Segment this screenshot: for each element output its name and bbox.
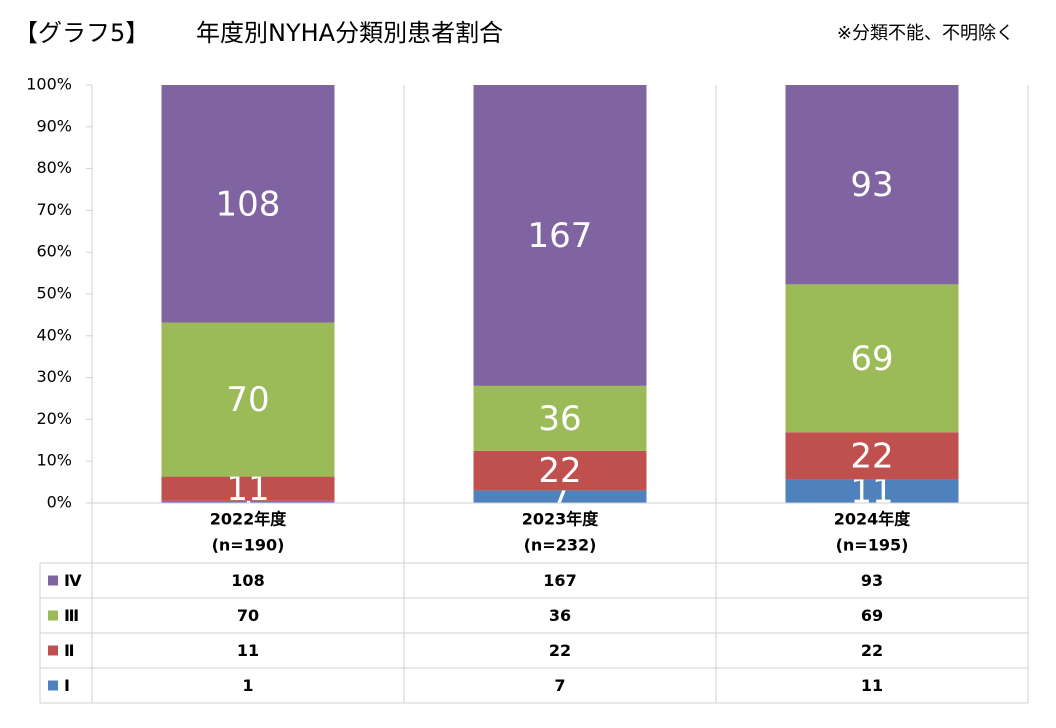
- legend-swatch: [48, 610, 58, 621]
- table-cell: 93: [861, 571, 883, 590]
- data-label: 108: [216, 184, 281, 224]
- legend-label: Ⅱ: [64, 641, 75, 660]
- bar-segment: [785, 432, 959, 480]
- table-cell: 108: [231, 571, 264, 590]
- bar-segment: [473, 450, 647, 491]
- table-cell: 22: [549, 641, 571, 660]
- bar-segment: [473, 490, 647, 503]
- bar-segment: [161, 322, 335, 477]
- y-tick-label: 100%: [26, 75, 72, 94]
- x-tick-label: 2022年度: [210, 510, 288, 529]
- bar-segment: [161, 476, 335, 501]
- bar-segment: [785, 479, 959, 503]
- y-tick-label: 0%: [47, 493, 72, 512]
- data-label: 167: [528, 216, 593, 256]
- bar-segment: [473, 85, 647, 386]
- bar-segment: [785, 85, 959, 285]
- legend-label: Ⅳ: [64, 571, 82, 590]
- table-cell: 22: [861, 641, 883, 660]
- data-label: 70: [226, 380, 269, 420]
- legend-swatch: [48, 575, 58, 586]
- legend-swatch: [48, 645, 58, 656]
- x-tick-label: 2023年度: [522, 510, 600, 529]
- chart-note: ※分類不能、不明除く: [837, 23, 1014, 44]
- y-tick-label: 40%: [36, 325, 72, 344]
- x-tick-sublabel: (n=190): [212, 536, 285, 555]
- bar-segment: [473, 385, 647, 451]
- table-cell: 11: [861, 676, 883, 695]
- table-cell: 167: [543, 571, 576, 590]
- data-label: 93: [850, 165, 893, 205]
- y-tick-label: 70%: [36, 200, 72, 219]
- table-cell: 11: [237, 641, 259, 660]
- chart-label: 【グラフ5】: [14, 19, 149, 47]
- table-cell: 1: [242, 676, 253, 695]
- table-cell: 36: [549, 606, 571, 625]
- bar-segment: [161, 500, 335, 503]
- bar-segment: [161, 85, 335, 323]
- data-label: 22: [850, 436, 893, 476]
- x-tick-sublabel: (n=195): [836, 536, 909, 555]
- y-tick-label: 60%: [36, 242, 72, 261]
- y-tick-label: 20%: [36, 409, 72, 428]
- y-tick-label: 30%: [36, 367, 72, 386]
- y-tick-label: 90%: [36, 116, 72, 135]
- legend-label: Ⅰ: [64, 676, 70, 695]
- bar-segment: [785, 284, 959, 433]
- data-label: 22: [538, 451, 581, 491]
- y-tick-label: 50%: [36, 284, 72, 303]
- x-tick-sublabel: (n=232): [524, 536, 597, 555]
- data-label: 36: [538, 399, 581, 439]
- table-cell: 69: [861, 606, 883, 625]
- table-cell: 70: [237, 606, 259, 625]
- table-cell: 7: [554, 676, 565, 695]
- y-tick-label: 80%: [36, 158, 72, 177]
- y-tick-label: 10%: [36, 451, 72, 470]
- chart-title: 年度別NYHA分類別患者割合: [196, 19, 503, 47]
- legend-swatch: [48, 680, 58, 691]
- data-label: 69: [850, 339, 893, 379]
- legend-label: Ⅲ: [64, 606, 79, 625]
- x-tick-label: 2024年度: [834, 510, 912, 529]
